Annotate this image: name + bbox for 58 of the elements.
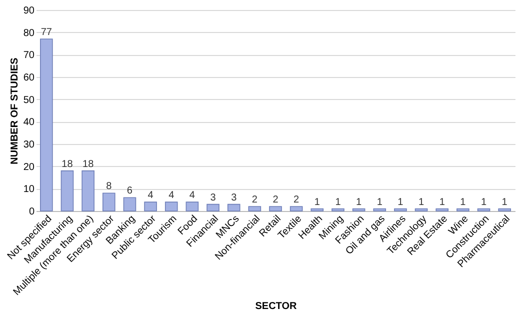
y-tick-label: 70 (23, 50, 35, 62)
data-label: 18 (82, 158, 94, 170)
bar (290, 206, 303, 212)
data-label: 4 (148, 190, 154, 202)
bar (352, 208, 366, 212)
data-label: 1 (502, 196, 508, 208)
data-label: 1 (418, 196, 424, 208)
data-label: 1 (335, 196, 342, 208)
bar (248, 206, 262, 212)
y-tick-label: 50 (23, 94, 35, 106)
bar (436, 208, 449, 212)
bar (269, 206, 282, 212)
data-label: 1 (460, 196, 466, 208)
data-label: 1 (376, 196, 383, 208)
data-label: 3 (231, 192, 238, 204)
bar (373, 208, 386, 212)
data-label: 6 (126, 186, 133, 197)
bar (186, 202, 199, 212)
bar (310, 208, 324, 212)
data-label: 8 (106, 181, 112, 192)
data-label: 1 (439, 196, 446, 208)
data-label: 4 (189, 190, 196, 202)
bar (227, 204, 240, 212)
y-tick-label: 60 (23, 72, 35, 84)
x-axis-title: SECTOR (255, 301, 298, 312)
data-label: 2 (252, 194, 258, 206)
bar (477, 208, 490, 212)
y-tick-label: 30 (23, 140, 35, 150)
data-label: 77 (40, 27, 52, 38)
bar (394, 208, 407, 212)
data-label: 1 (398, 196, 404, 208)
y-tick-label: 90 (23, 6, 35, 16)
bar (206, 204, 220, 212)
data-label: 1 (480, 196, 487, 208)
y-tick-label: 20 (23, 162, 35, 173)
y-tick-label: 80 (23, 28, 35, 39)
bar (414, 208, 428, 212)
y-tick-label: 40 (23, 117, 35, 128)
y-axis-title: NUMBER OF STUDIES (9, 57, 20, 164)
data-label: 3 (210, 192, 216, 204)
data-label: 1 (314, 196, 320, 208)
data-label: 2 (272, 194, 279, 206)
bar (164, 202, 178, 212)
bar (82, 170, 94, 212)
bar (456, 208, 470, 212)
bar (60, 170, 74, 212)
bar (144, 202, 157, 212)
y-tick-label: 0 (28, 206, 35, 218)
bar (332, 208, 344, 212)
bar (498, 208, 511, 212)
y-tick-label: 10 (23, 184, 35, 196)
bar (102, 192, 116, 212)
bar (123, 197, 136, 212)
data-label: 1 (356, 196, 362, 208)
bar (40, 38, 53, 212)
data-label: 4 (168, 190, 175, 202)
data-label: 2 (294, 194, 300, 206)
data-label: 18 (62, 158, 74, 170)
